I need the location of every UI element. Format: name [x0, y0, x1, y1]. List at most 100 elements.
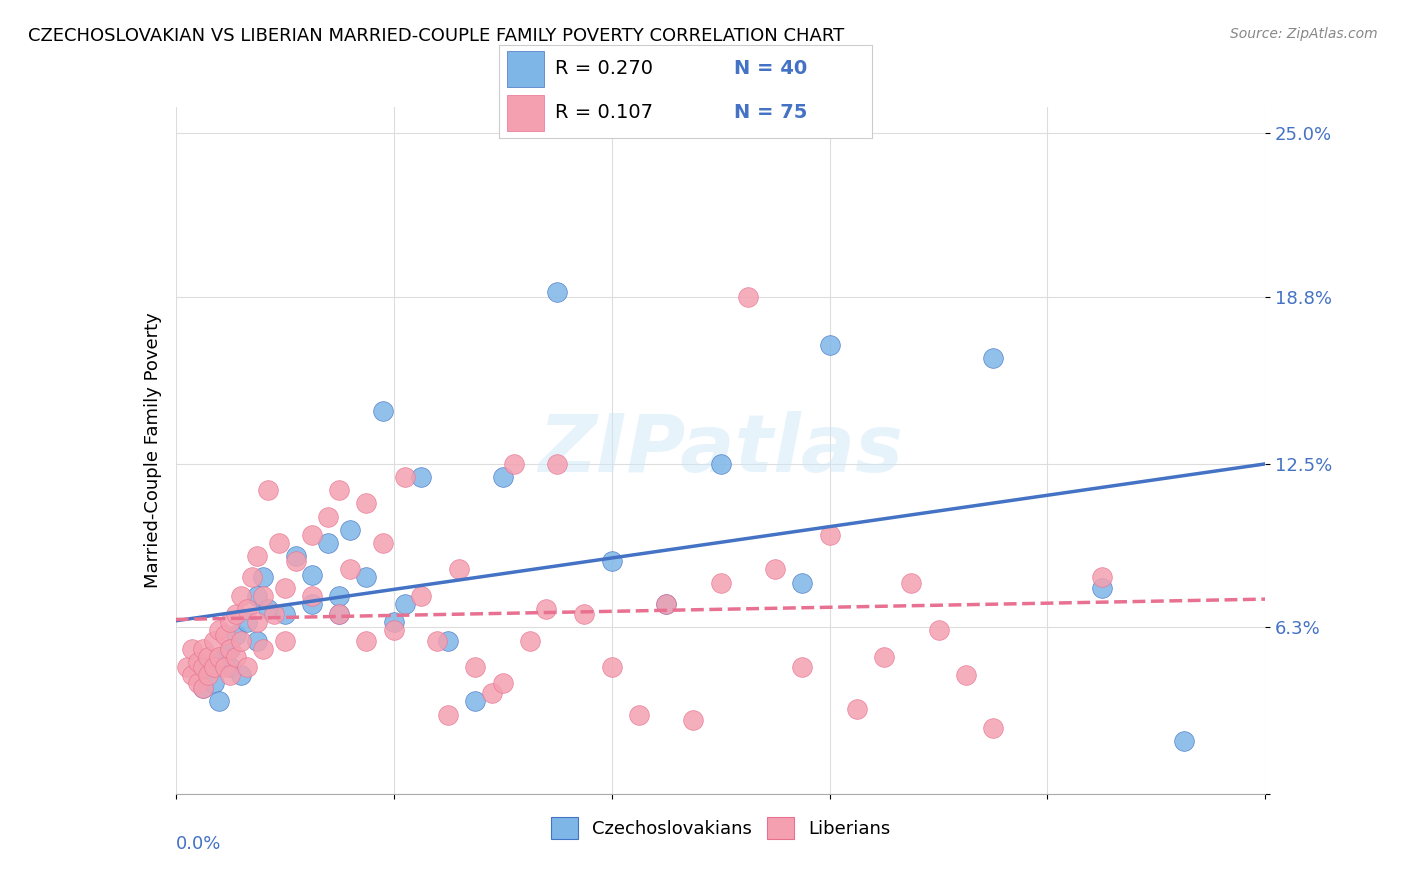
Point [356, 633, 378, 648]
Point [600, 660, 623, 674]
Point [600, 554, 623, 568]
Point [284, 554, 307, 568]
Point [301, 589, 323, 603]
Point [546, 457, 568, 471]
Point [818, 528, 841, 542]
Point [394, 597, 416, 611]
Point [214, 660, 236, 674]
Point [246, 589, 269, 603]
Point [252, 641, 274, 656]
Point [818, 338, 841, 352]
Text: Source: ZipAtlas.com: Source: ZipAtlas.com [1230, 27, 1378, 41]
Point [219, 615, 242, 630]
Point [426, 633, 449, 648]
Point [208, 623, 231, 637]
Point [284, 549, 307, 563]
Point [1091, 570, 1114, 584]
FancyBboxPatch shape [506, 51, 544, 87]
Point [231, 633, 253, 648]
Point [252, 589, 274, 603]
Point [231, 589, 253, 603]
Point [873, 649, 896, 664]
Point [328, 607, 350, 622]
Point [181, 668, 204, 682]
Point [1173, 734, 1195, 748]
Legend: Czechoslovakians, Liberians: Czechoslovakians, Liberians [544, 810, 897, 847]
Point [231, 668, 253, 682]
Point [502, 457, 524, 471]
Point [246, 633, 269, 648]
Point [197, 668, 219, 682]
Point [394, 470, 416, 484]
Point [981, 351, 1004, 365]
Point [246, 549, 269, 563]
Point [763, 562, 786, 576]
Point [225, 649, 247, 664]
Point [274, 633, 297, 648]
Point [955, 668, 977, 682]
Point [492, 676, 515, 690]
Point [191, 660, 214, 674]
Point [371, 536, 394, 550]
Point [318, 509, 340, 524]
Point [328, 607, 350, 622]
Point [792, 575, 814, 590]
Point [356, 570, 378, 584]
Point [263, 607, 285, 622]
Point [981, 721, 1004, 735]
Point [191, 681, 214, 696]
Point [176, 660, 198, 674]
Point [274, 607, 297, 622]
Point [328, 483, 350, 497]
Point [382, 623, 405, 637]
Point [928, 623, 950, 637]
Point [339, 562, 361, 576]
Point [235, 615, 257, 630]
Y-axis label: Married-Couple Family Poverty: Married-Couple Family Poverty [143, 312, 162, 589]
Point [519, 633, 541, 648]
Point [235, 660, 257, 674]
Point [627, 707, 650, 722]
Point [492, 470, 515, 484]
Text: ZIPatlas: ZIPatlas [538, 411, 903, 490]
Point [546, 285, 568, 299]
Point [574, 607, 596, 622]
Point [202, 633, 225, 648]
Point [382, 615, 405, 630]
Point [191, 660, 214, 674]
Point [464, 660, 486, 674]
Point [202, 676, 225, 690]
Point [257, 602, 280, 616]
Point [481, 686, 503, 700]
Point [191, 641, 214, 656]
Point [437, 633, 460, 648]
Text: 0.0%: 0.0% [176, 835, 221, 853]
Point [240, 570, 263, 584]
Text: R = 0.107: R = 0.107 [555, 103, 652, 122]
Point [655, 597, 678, 611]
Point [301, 567, 323, 582]
Point [356, 496, 378, 510]
Point [252, 570, 274, 584]
Point [219, 668, 242, 682]
Point [186, 655, 209, 669]
Point [269, 536, 291, 550]
Point [409, 589, 432, 603]
Point [186, 676, 209, 690]
Point [339, 523, 361, 537]
Text: CZECHOSLOVAKIAN VS LIBERIAN MARRIED-COUPLE FAMILY POVERTY CORRELATION CHART: CZECHOSLOVAKIAN VS LIBERIAN MARRIED-COUP… [28, 27, 845, 45]
Point [1091, 581, 1114, 595]
Point [437, 707, 460, 722]
Point [191, 681, 214, 696]
Point [219, 660, 242, 674]
Point [845, 702, 868, 716]
Point [225, 628, 247, 642]
Point [328, 589, 350, 603]
Point [301, 597, 323, 611]
Text: N = 40: N = 40 [734, 60, 807, 78]
Point [202, 660, 225, 674]
Text: R = 0.270: R = 0.270 [555, 60, 652, 78]
Point [214, 649, 236, 664]
Point [792, 660, 814, 674]
Point [710, 575, 733, 590]
